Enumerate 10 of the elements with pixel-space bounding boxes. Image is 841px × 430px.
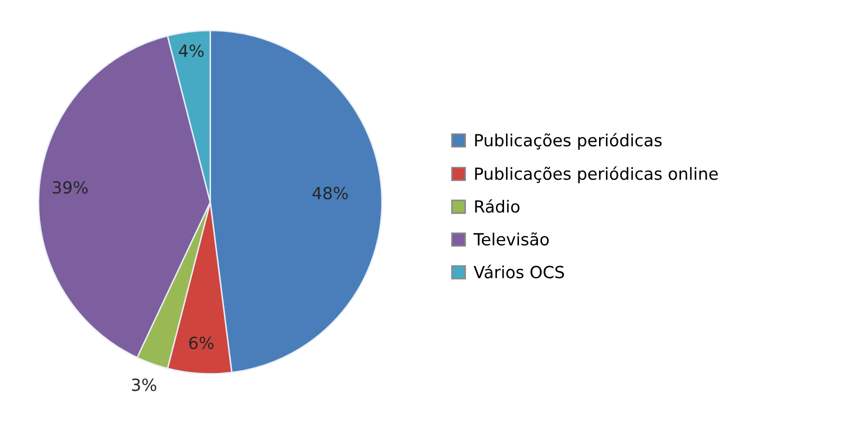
data-label: 6% [189,336,214,350]
data-label: 4% [178,44,204,58]
legend-label: Publicações periódicas [475,132,662,150]
legend-label: Vários OCS [474,264,564,278]
data-label: 48% [312,186,348,200]
legend-label: Rádio [475,199,520,213]
data-label: 3% [132,378,156,392]
data-label: 39% [52,181,88,194]
legend-label: Televisão [474,232,549,246]
legend-label: Publicações periódicas online [475,166,718,184]
